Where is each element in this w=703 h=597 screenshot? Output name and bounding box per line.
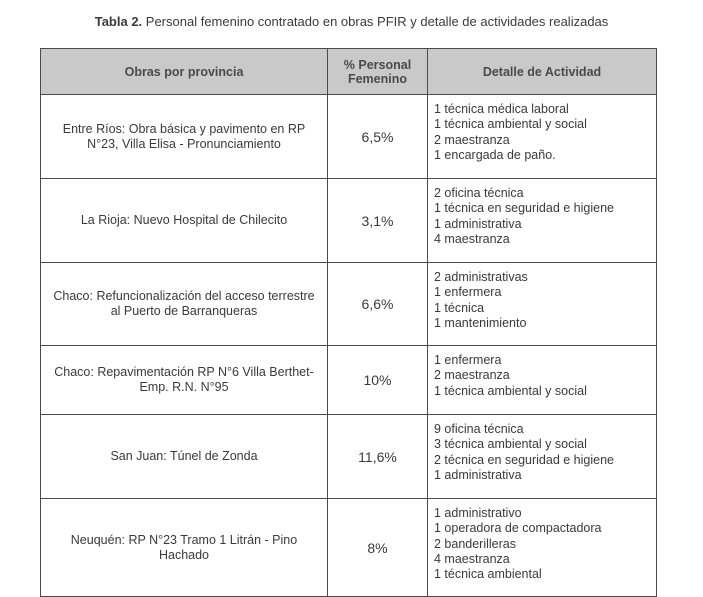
table-row: San Juan: Túnel de Zonda 11,6% 9 oficina… (40, 414, 657, 499)
detalle-item: 1 técnica en seguridad e higiene (434, 201, 614, 216)
table-row: Chaco: Refuncionalización del acceso ter… (40, 262, 657, 346)
porcentaje-cell: 6,6% (327, 262, 428, 346)
detalle-cell: 2 oficina técnica 1 técnica en seguridad… (427, 178, 657, 263)
detalle-cell: 2 administrativas 1 enfermera 1 técnica … (427, 262, 657, 346)
detalle-item: 1 enfermera (434, 285, 502, 300)
porcentaje-cell: 8% (327, 498, 428, 597)
detalle-item: 2 maestranza (434, 132, 510, 147)
obra-cell: Entre Ríos: Obra básica y pavimento en R… (40, 94, 328, 179)
detalle-item: 1 administrativo (434, 506, 522, 520)
detalle-item: 3 técnica ambiental y social (434, 437, 587, 452)
activity-table: Obras por provincia % Personal Femenino … (40, 48, 657, 597)
table-caption: Tabla 2. Personal femenino contratado en… (0, 14, 703, 29)
detalle-item: 2 banderilleras (434, 536, 516, 551)
caption-label: Tabla 2. (94, 14, 143, 29)
table-row: La Rioja: Nuevo Hospital de Chilecito 3,… (40, 178, 657, 263)
detalle-item: 1 encargada de paño. (434, 147, 556, 162)
detalle-item: 2 administrativas (434, 270, 528, 284)
detalle-item: 9 oficina técnica (434, 422, 524, 436)
detalle-item: 2 oficina técnica (434, 186, 524, 200)
detalle-item: 1 enfermera (434, 353, 502, 367)
detalle-item: 1 mantenimiento (434, 315, 527, 330)
detalle-cell: 1 administrativo 1 operadora de compacta… (427, 498, 657, 597)
header-obras: Obras por provincia (40, 48, 328, 95)
detalle-cell: 1 técnica médica laboral 1 técnica ambie… (427, 94, 657, 179)
detalle-item: 1 técnica ambiental y social (434, 117, 587, 132)
detalle-item: 2 técnica en seguridad e higiene (434, 452, 614, 467)
detalle-cell: 1 enfermera 2 maestranza 1 técnica ambie… (427, 345, 657, 415)
porcentaje-cell: 6,5% (327, 94, 428, 179)
header-detalle: Detalle de Actividad (427, 48, 657, 95)
caption-text: Personal femenino contratado en obras PF… (142, 14, 609, 29)
detalle-item: 1 operadora de compactadora (434, 521, 602, 536)
porcentaje-cell: 3,1% (327, 178, 428, 263)
obra-cell: La Rioja: Nuevo Hospital de Chilecito (40, 178, 328, 263)
detalle-item: 1 administrativa (434, 216, 522, 231)
header-row: Obras por provincia % Personal Femenino … (40, 48, 657, 95)
detalle-item: 1 técnica ambiental y social (434, 383, 587, 398)
detalle-item: 1 técnica médica laboral (434, 102, 569, 116)
obra-cell: Neuquén: RP N°23 Tramo 1 Litrán - Pino H… (40, 498, 328, 597)
obra-cell: San Juan: Túnel de Zonda (40, 414, 328, 499)
detalle-item: 2 maestranza (434, 368, 510, 383)
detalle-cell: 9 oficina técnica 3 técnica ambiental y … (427, 414, 657, 499)
detalle-item: 1 técnica (434, 300, 485, 315)
detalle-item: 4 maestranza (434, 551, 510, 566)
table-row: Chaco: Repavimentación RP N°6 Villa Bert… (40, 345, 657, 415)
obra-cell: Chaco: Repavimentación RP N°6 Villa Bert… (40, 345, 328, 415)
porcentaje-cell: 10% (327, 345, 428, 415)
obra-cell: Chaco: Refuncionalización del acceso ter… (40, 262, 328, 346)
table-row: Neuquén: RP N°23 Tramo 1 Litrán - Pino H… (40, 498, 657, 597)
porcentaje-cell: 11,6% (327, 414, 428, 499)
header-porcentaje: % Personal Femenino (327, 48, 428, 95)
detalle-item: 1 administrativa (434, 467, 522, 482)
detalle-item: 4 maestranza (434, 231, 510, 246)
table-row: Entre Ríos: Obra básica y pavimento en R… (40, 94, 657, 179)
